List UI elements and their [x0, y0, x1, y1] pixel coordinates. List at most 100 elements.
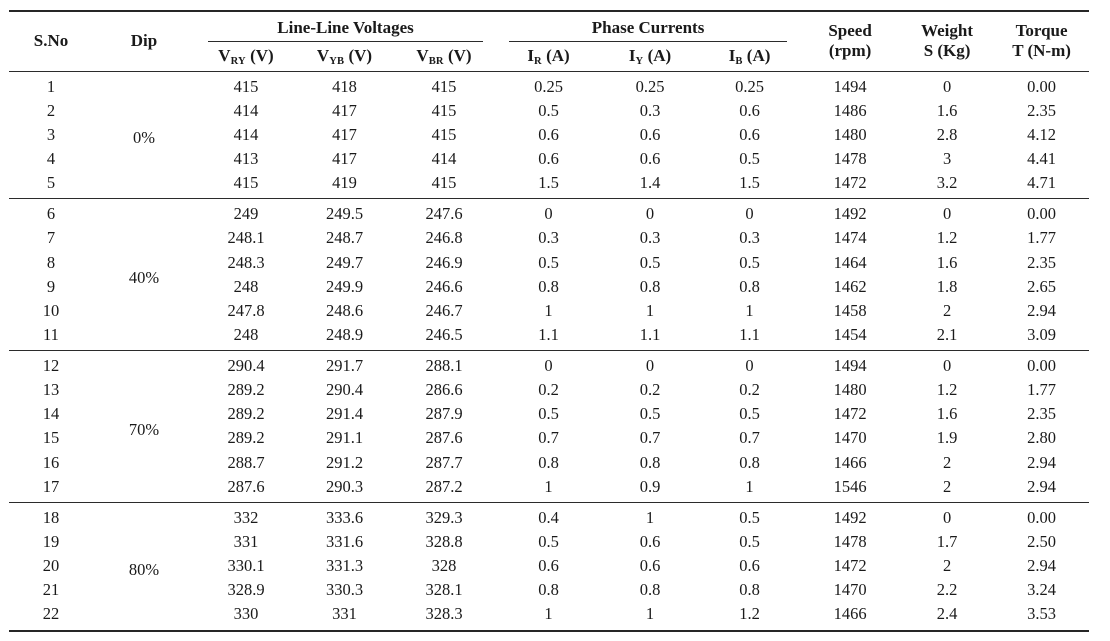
sno-cell: 20 [42, 556, 60, 576]
table-row: 8 248.3 249.7 246.9 0.5 0.5 0.5 1464 1.6 2.35 [9, 250, 1089, 274]
currents-group-header: Phase Currents [496, 11, 800, 42]
speed-cell: 1466 [833, 604, 867, 624]
speed-cell: 1464 [833, 252, 867, 272]
table-row: 2 414 417 415 0.5 0.3 0.6 1486 1.6 2.35 [9, 98, 1089, 122]
speed-cell: 1480 [833, 124, 867, 144]
vyb-cell: 291.1 [325, 428, 364, 448]
weight-cell: 2 [942, 556, 952, 576]
table-row: 9 248 249.9 246.6 0.8 0.8 0.8 1462 1.8 2.65 [9, 274, 1089, 298]
ir-cell: 1.1 [538, 324, 559, 344]
paper-page: S.No Dip Line-Line Voltages Phase Curren… [0, 10, 1110, 641]
iy-cell: 0.6 [639, 556, 661, 576]
ir-header: IR (A) [527, 45, 570, 67]
iy-cell: 0.6 [639, 532, 661, 552]
vyb-cell: 248.6 [325, 300, 364, 320]
ib-cell: 0.2 [739, 380, 760, 400]
torque-cell: 3.24 [1027, 580, 1056, 600]
torque-cell: 4.71 [1027, 173, 1056, 193]
weight-cell: 2 [942, 452, 952, 472]
dip-group-0: 1 0% 415 418 415 0.25 0.25 0.25 1494 0 0.00 2 414 417… [9, 71, 1089, 199]
table-row: 20 330.1 331.3 328 0.6 0.6 0.6 1472 2 2.94 [9, 554, 1089, 578]
dip-cell: 40% [128, 268, 160, 288]
ib-cell: 1.2 [739, 604, 760, 624]
vbr-cell: 246.8 [425, 228, 463, 248]
table-header: S.No Dip Line-Line Voltages Phase Curren… [9, 11, 1090, 72]
table-row: 5 415 419 415 1.5 1.4 1.5 1472 3.2 4.71 [9, 171, 1089, 199]
ir-cell: 0.8 [538, 580, 559, 600]
iy-cell: 0.5 [639, 252, 661, 272]
torque-cell: 3.09 [1027, 324, 1056, 344]
speed-cell: 1472 [833, 556, 867, 576]
speed-cell: 1494 [833, 356, 867, 376]
iy-cell: 0.8 [639, 276, 661, 296]
table-row: 18 80% 332 333.6 329.3 0.4 1 0.5 1492 0 0.00 [9, 502, 1089, 578]
vyb-cell: 248.7 [325, 228, 364, 248]
table-row: 19 331 331.6 328.8 0.5 0.6 0.5 1478 1.7 2.50 [9, 530, 1089, 554]
vyb-cell: 249.7 [325, 252, 364, 272]
ib-cell: 0.8 [739, 276, 760, 296]
weight-cell: 2.2 [936, 580, 958, 600]
speed-cell: 1462 [833, 276, 867, 296]
speed-cell: 1474 [833, 228, 867, 248]
ir-cell: 1 [544, 604, 553, 624]
dip-group-2: 12 70% 290.4 291.7 288.1 0 0 0 1494 0 0.00 13 289.2 2… [9, 350, 1090, 503]
speed-header-line2: (rpm) [828, 41, 872, 61]
weight-cell: 0 [942, 356, 952, 376]
iy-cell: 1.4 [639, 173, 661, 193]
speed-cell: 1472 [833, 404, 867, 424]
ib-header: IB (A) [728, 45, 771, 67]
ir-cell: 0.8 [538, 452, 559, 472]
ib-cell: 0.6 [739, 556, 760, 576]
table-row: 14 289.2 291.4 287.9 0.5 0.5 0.5 1472 1.6 2.35 [9, 402, 1089, 426]
sno-cell: 4 [46, 148, 56, 168]
vbr-cell: 328.3 [425, 604, 463, 624]
weight-cell: 1.6 [936, 404, 958, 424]
torque-cell: 2.50 [1027, 532, 1056, 552]
speed-cell: 1480 [833, 380, 867, 400]
weight-cell: 1.2 [936, 380, 958, 400]
vbr-cell: 246.6 [425, 276, 463, 296]
sno-cell: 7 [46, 228, 56, 248]
ib-cell: 0.6 [739, 124, 760, 144]
table-row: 12 70% 290.4 291.7 288.1 0 0 0 1494 0 0.00 [9, 351, 1089, 438]
iy-cell: 1 [645, 604, 655, 624]
sno-cell: 13 [42, 380, 60, 400]
vyb-cell: 331 [332, 604, 357, 624]
table-row: 4 413 417 414 0.6 0.6 0.5 1478 3 4.41 [9, 147, 1089, 171]
weight-cell: 2.4 [936, 604, 958, 624]
weight-cell: 1.7 [936, 532, 958, 552]
currents-group-label: Phase Currents [509, 18, 788, 42]
iy-cell: 0.2 [639, 380, 661, 400]
vry-cell: 247.8 [227, 300, 265, 320]
ib-cell: 0.5 [739, 507, 760, 527]
vry-cell: 248 [233, 276, 259, 296]
iy-header: IY (A) [628, 45, 672, 67]
sno-cell: 3 [46, 124, 56, 144]
speed-cell: 1492 [833, 204, 867, 224]
table-row: 7 248.1 248.7 246.8 0.3 0.3 0.3 1474 1.2 1.77 [9, 226, 1089, 250]
vry-cell: 248 [233, 324, 259, 344]
sno-cell: 12 [42, 356, 60, 376]
sno-cell: 10 [42, 300, 60, 320]
torque-header-line1: Torque [1015, 21, 1068, 41]
vyb-cell: 419 [332, 173, 357, 193]
torque-cell: 2.94 [1027, 300, 1056, 320]
vry-cell: 248.1 [227, 228, 265, 248]
voltages-group-header: Line-Line Voltages [195, 11, 496, 42]
sno-cell: 14 [42, 404, 60, 424]
sno-cell: 8 [46, 252, 56, 272]
weight-header-line2: S (Kg) [923, 41, 971, 61]
ib-cell: 0.7 [739, 428, 760, 448]
sno-cell: 9 [46, 276, 56, 296]
torque-cell: 2.35 [1027, 252, 1056, 272]
ir-cell: 0.8 [538, 276, 559, 296]
vyb-cell: 291.4 [325, 404, 364, 424]
vbr-cell: 246.9 [425, 252, 463, 272]
ir-cell: 0.5 [538, 252, 559, 272]
table-row: 1 0% 415 418 415 0.25 0.25 0.25 1494 0 0.00 [9, 71, 1089, 146]
sno-cell: 6 [46, 204, 56, 224]
vyb-cell: 248.9 [325, 324, 364, 344]
vry-header: VRY (V) [218, 45, 274, 67]
torque-cell: 2.35 [1027, 404, 1056, 424]
speed-cell: 1486 [833, 100, 867, 120]
